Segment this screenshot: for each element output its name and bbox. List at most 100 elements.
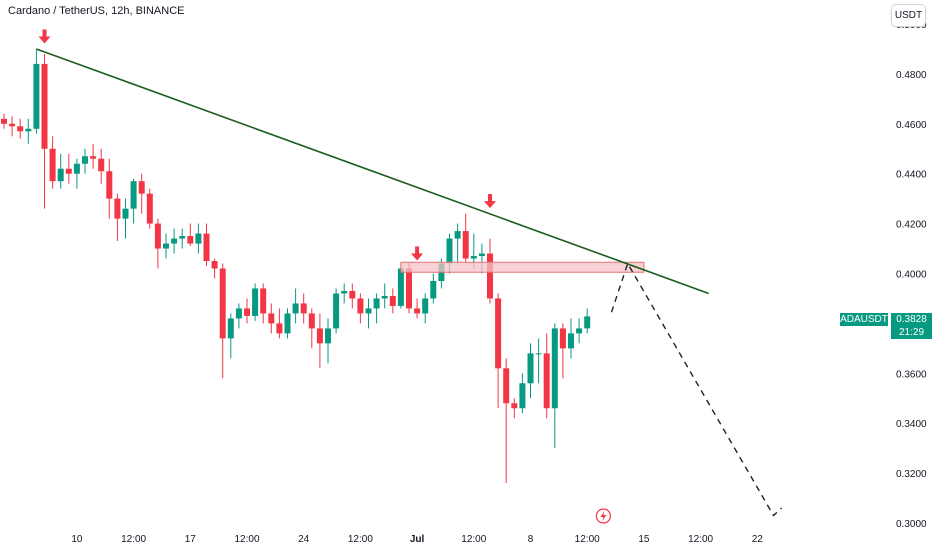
candle-body [90, 156, 97, 159]
projection-path [610, 261, 783, 517]
candle [33, 48, 40, 134]
candle-body [41, 63, 48, 149]
candle-body [584, 316, 591, 329]
candle-body [252, 288, 259, 316]
candle [341, 283, 348, 304]
candle [25, 118, 32, 144]
candle [130, 178, 137, 224]
candle-body [114, 198, 121, 219]
candle [73, 158, 80, 189]
candle-body [98, 158, 105, 172]
x-tick-label: 12:00 [461, 534, 486, 545]
candle [349, 283, 356, 309]
candle [90, 143, 97, 169]
candle-body [333, 293, 340, 329]
candle [244, 298, 250, 324]
candle [430, 273, 437, 304]
candle-body [568, 333, 574, 349]
x-tick-label: 10 [71, 534, 83, 545]
candle-body [406, 268, 412, 309]
candle [381, 283, 388, 309]
candle [187, 223, 194, 247]
candle [511, 398, 518, 419]
candle-body [478, 253, 485, 257]
candle-body [73, 163, 80, 174]
candle [495, 293, 502, 409]
y-tick-label: 0.3600 [896, 369, 927, 380]
candle [308, 308, 315, 349]
down-arrow-icon [484, 194, 496, 209]
x-tick-label: 8 [528, 534, 534, 545]
candle-body [551, 328, 558, 409]
y-tick-label: 0.4000 [896, 270, 927, 281]
candle-body [227, 318, 234, 339]
candle-body [462, 231, 469, 259]
candle [268, 303, 275, 334]
candle-body [106, 171, 113, 199]
candle [535, 338, 542, 384]
candle-body [138, 181, 145, 194]
candle [414, 298, 421, 319]
candle-body [495, 298, 502, 369]
candle [138, 173, 145, 214]
down-arrow-icon [411, 246, 424, 261]
x-tick-label: 12:00 [575, 534, 600, 545]
candle-body [219, 268, 226, 339]
lightning-bolt-icon [595, 508, 612, 524]
candle [316, 313, 323, 369]
candle-body [33, 63, 40, 129]
candle [576, 318, 583, 344]
candle-body [381, 295, 388, 299]
x-tick-label: 12:00 [234, 534, 259, 545]
candle [1, 113, 7, 129]
x-tick-label: 12:00 [121, 534, 146, 545]
candle-body [308, 313, 315, 329]
candle-body [65, 168, 72, 174]
candle [252, 283, 259, 321]
candle [373, 293, 380, 324]
candle [462, 213, 469, 264]
candle-body [146, 193, 153, 224]
currency-button[interactable]: USDT [891, 4, 926, 27]
candle [106, 158, 113, 219]
candle [389, 288, 396, 314]
last-price-tag: 0.3828 21:29 [891, 313, 932, 339]
symbol-title: Cardano / TetherUS, 12h, BINANCE [8, 5, 185, 17]
candle-body [49, 148, 56, 182]
candle [154, 218, 161, 269]
candle-body [341, 290, 348, 294]
candle [41, 53, 48, 209]
candle-body [446, 238, 453, 264]
candle [503, 358, 510, 484]
resistance-zone [400, 261, 645, 273]
candle [260, 283, 267, 324]
candle-body [82, 156, 88, 164]
candle [519, 373, 526, 414]
candle [179, 228, 186, 249]
x-tick-label: 17 [185, 534, 197, 545]
candle [454, 223, 461, 264]
candle-body [268, 313, 275, 324]
candle [98, 148, 105, 184]
event-marker-bolt [600, 511, 607, 521]
candle [114, 193, 121, 242]
candle-body [373, 298, 380, 309]
candle-body [527, 353, 534, 384]
candle [357, 293, 364, 324]
candle [163, 233, 169, 259]
candle [551, 323, 558, 449]
candle-body [244, 308, 250, 316]
candle [82, 148, 88, 174]
candle-body [9, 123, 16, 127]
candle-body [179, 236, 186, 239]
candle-body [122, 208, 129, 219]
candle [559, 323, 566, 379]
candle [284, 308, 291, 339]
bar-countdown: 21:29 [898, 327, 925, 338]
candle-body [154, 223, 161, 249]
x-tick-label: Jul [410, 534, 425, 545]
candle [584, 308, 591, 334]
x-tick-label: 24 [298, 534, 310, 545]
